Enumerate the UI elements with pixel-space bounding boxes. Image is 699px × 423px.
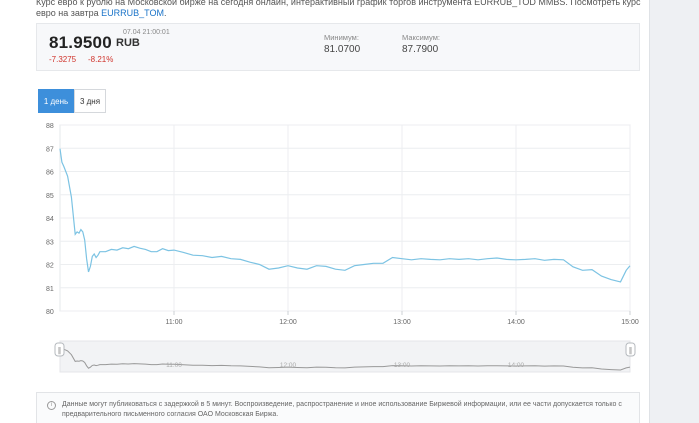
- tab-3-days[interactable]: 3 дня: [74, 89, 106, 113]
- intro-tail: .: [163, 8, 167, 18]
- x-tick-label: 12:00: [279, 319, 297, 326]
- price-change: -7.3275: [49, 55, 77, 64]
- x-tick-label: 13:00: [393, 319, 411, 326]
- max-value: 87.7900: [402, 44, 439, 55]
- min-value: 81.0700: [324, 44, 361, 55]
- x-axis-ticks: 11:00 12:00 13:00 14:00 15:00: [166, 319, 639, 326]
- last-price: 81.9500: [49, 33, 112, 52]
- navigator-track: [59, 340, 631, 373]
- y-tick-label: 85: [46, 193, 54, 200]
- navigator-right-handle[interactable]: ‖: [625, 342, 636, 357]
- disclaimer-text: Данные могут публиковаться с задержкой в…: [62, 401, 622, 418]
- navigator-time-label: 13:00: [394, 362, 411, 369]
- y-tick-label: 83: [46, 239, 54, 246]
- info-icon: i: [47, 401, 56, 410]
- navigator-left-handle[interactable]: ‖: [54, 342, 65, 357]
- navigator-time-labels: 11:00 12:00 13:00 14:00: [166, 362, 524, 369]
- y-tick-label: 86: [46, 170, 54, 177]
- navigator-line: [59, 345, 631, 371]
- quote-card: Курс евро к рублю на Московской бирже на…: [0, 0, 650, 423]
- price-change-percent: -8.21%: [88, 55, 114, 64]
- y-tick-label: 87: [46, 146, 54, 153]
- navigator-time-label: 12:00: [280, 362, 297, 369]
- disclaimer-box: i Данные могут публиковаться с задержкой…: [36, 392, 640, 423]
- quote-timestamp: 07.04 21:00:01: [123, 29, 170, 36]
- y-tick-label: 88: [46, 123, 54, 130]
- intro-paragraph: Курс евро к рублю на Московской бирже на…: [36, 0, 646, 19]
- y-tick-label: 81: [46, 286, 54, 293]
- y-axis-ticks: 80 81 82 83 84 85 86 87 88: [46, 123, 54, 316]
- eurrub-tom-link[interactable]: EURRUB_TOM: [101, 8, 164, 18]
- y-tick-label: 82: [46, 263, 54, 270]
- quote-summary: 81.9500 RUB 07.04 21:00:01 -7.3275 -8.21…: [36, 23, 640, 71]
- max-label: Максимум:: [402, 33, 440, 42]
- currency-code: RUB: [116, 37, 140, 49]
- chart-grid: [59, 124, 631, 315]
- x-tick-label: 15:00: [621, 319, 639, 326]
- y-tick-label: 80: [46, 309, 54, 316]
- x-tick-label: 14:00: [507, 319, 525, 326]
- y-tick-label: 84: [46, 216, 54, 223]
- left-handle-grip: ‖: [58, 347, 62, 355]
- navigator-time-label: 11:00: [166, 362, 182, 369]
- range-navigator[interactable]: 11:00 12:00 13:00 14:00 ‖ ‖: [54, 340, 636, 373]
- tab-1-day[interactable]: 1 день: [38, 89, 74, 113]
- series-line: [59, 148, 631, 283]
- x-tick-label: 11:00: [166, 319, 183, 326]
- navigator-time-label: 14:00: [508, 362, 525, 369]
- right-handle-grip: ‖: [629, 347, 633, 355]
- min-label: Минимум:: [324, 33, 359, 42]
- intro-text: Курс евро к рублю на Московской бирже на…: [36, 0, 641, 18]
